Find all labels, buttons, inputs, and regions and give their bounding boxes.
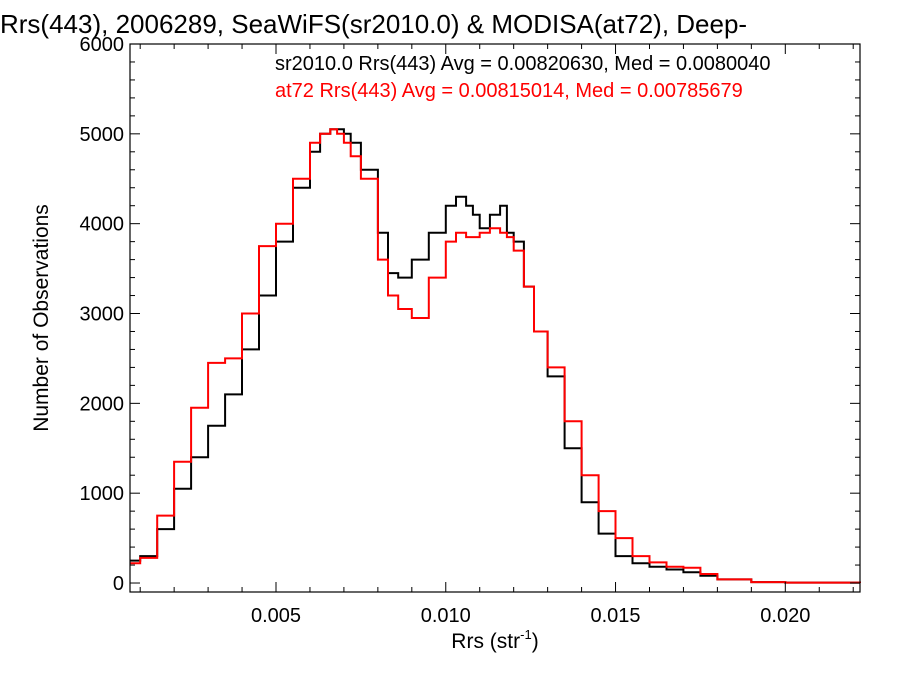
y-axis-ticks: 0 1000 2000 3000 4000 5000 6000 bbox=[80, 34, 860, 595]
x-tick-label: 0.005 bbox=[251, 605, 301, 627]
legend-entry-at72: at72 Rrs(443) Avg = 0.00815014, Med = 0.… bbox=[275, 80, 743, 102]
x-tick-label: 0.015 bbox=[591, 605, 641, 627]
x-axis-label-superscript: -1 bbox=[520, 627, 532, 642]
y-tick-label: 5000 bbox=[80, 124, 125, 146]
x-tick-label: 0.010 bbox=[421, 605, 471, 627]
y-tick-label: 2000 bbox=[80, 393, 125, 415]
x-axis-ticks: 0.005 0.010 0.015 0.020 bbox=[139, 44, 854, 627]
y-tick-label: 3000 bbox=[80, 304, 125, 326]
y-tick-label: 4000 bbox=[80, 214, 125, 236]
series-line-0 bbox=[130, 128, 861, 584]
x-axis-label-close: ) bbox=[532, 630, 539, 653]
series-line-1 bbox=[130, 128, 861, 584]
x-tick-label: 0.020 bbox=[760, 605, 810, 627]
x-axis-label-main: Rrs (str bbox=[451, 630, 520, 653]
chart-title: Rrs(443), 2006289, SeaWiFS(sr2010.0) & M… bbox=[0, 9, 747, 39]
y-tick-label: 6000 bbox=[80, 34, 125, 56]
y-axis-label: Number of Observations bbox=[30, 204, 53, 432]
y-tick-label: 0 bbox=[113, 573, 124, 595]
legend-entry-sr2010: sr2010.0 Rrs(443) Avg = 0.00820630, Med … bbox=[275, 53, 771, 75]
y-tick-label: 1000 bbox=[80, 483, 125, 505]
plot-series-group bbox=[130, 128, 861, 584]
plot-frame bbox=[129, 43, 861, 593]
x-axis-label: Rrs (str-1) bbox=[451, 627, 538, 653]
